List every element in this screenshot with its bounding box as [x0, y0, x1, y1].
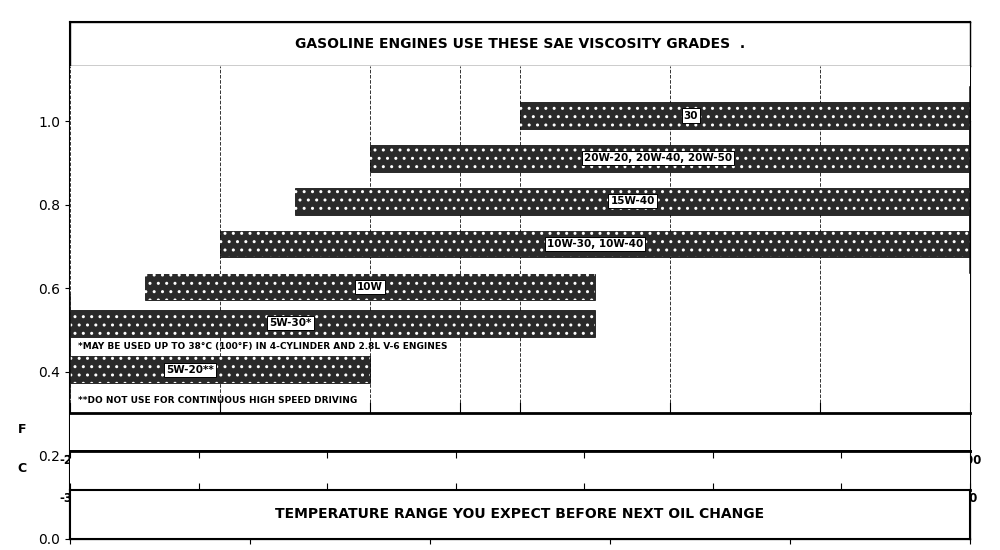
- Bar: [70, 356, 370, 383]
- Bar: [520, 102, 970, 129]
- Text: 10W: 10W: [357, 282, 383, 292]
- Bar: [295, 188, 970, 214]
- Polygon shape: [970, 172, 1000, 230]
- Bar: [70, 310, 595, 337]
- Polygon shape: [36, 294, 70, 353]
- Text: 20W-20, 20W-40, 20W-50: 20W-20, 20W-40, 20W-50: [584, 153, 732, 163]
- Bar: [220, 231, 970, 257]
- Text: 10W-30, 10W-40: 10W-30, 10W-40: [547, 239, 643, 249]
- Polygon shape: [970, 86, 1000, 145]
- Text: GASOLINE ENGINES USE THESE SAE VISCOSITY GRADES  .: GASOLINE ENGINES USE THESE SAE VISCOSITY…: [295, 37, 745, 51]
- Polygon shape: [970, 129, 1000, 188]
- Polygon shape: [36, 340, 70, 399]
- Bar: [220, 231, 970, 257]
- Bar: [145, 274, 595, 300]
- Bar: [520, 102, 970, 129]
- Bar: [70, 356, 370, 383]
- Text: 5W-20**: 5W-20**: [166, 365, 214, 375]
- Bar: [370, 145, 970, 172]
- Bar: [145, 274, 595, 300]
- Bar: [70, 310, 595, 337]
- Text: 30: 30: [684, 111, 698, 120]
- Text: C: C: [18, 462, 27, 475]
- Text: TEMPERATURE RANGE YOU EXPECT BEFORE NEXT OIL CHANGE: TEMPERATURE RANGE YOU EXPECT BEFORE NEXT…: [275, 507, 765, 521]
- Text: F: F: [18, 424, 27, 436]
- Text: 5W-30*: 5W-30*: [269, 318, 312, 328]
- Bar: [370, 145, 970, 172]
- Text: *MAY BE USED UP TO 38°C (100°F) IN 4-CYLINDER AND 2.8L V-6 ENGINES: *MAY BE USED UP TO 38°C (100°F) IN 4-CYL…: [78, 342, 447, 351]
- Bar: [295, 188, 970, 214]
- Text: **DO NOT USE FOR CONTINUOUS HIGH SPEED DRIVING: **DO NOT USE FOR CONTINUOUS HIGH SPEED D…: [78, 397, 357, 405]
- Polygon shape: [970, 215, 1000, 273]
- Text: 15W-40: 15W-40: [610, 196, 655, 206]
